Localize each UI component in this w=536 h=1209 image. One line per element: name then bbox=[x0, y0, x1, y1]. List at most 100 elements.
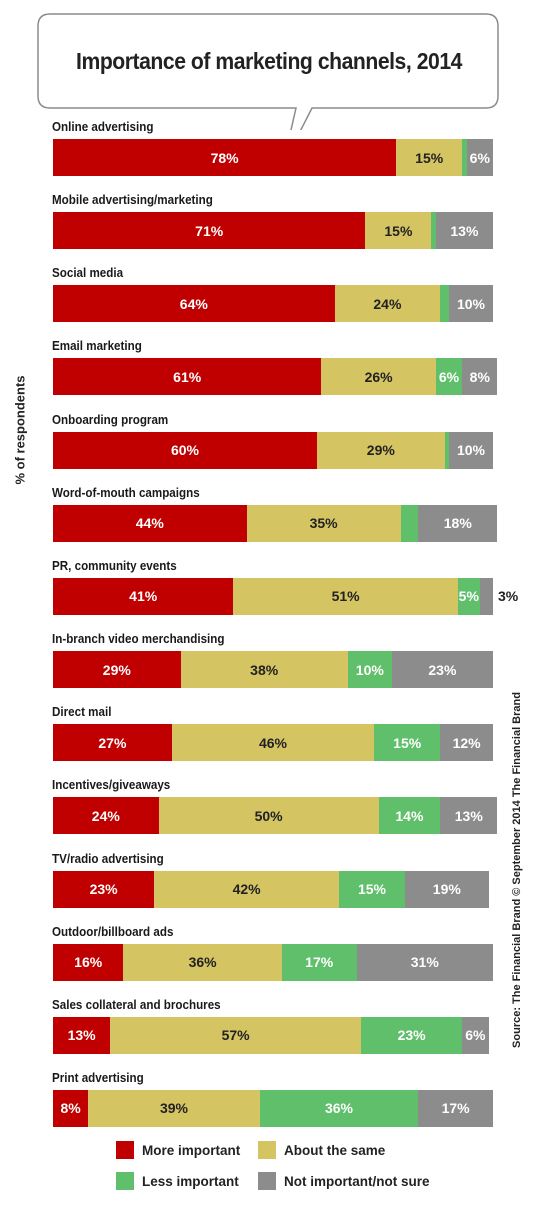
data-label: 3% bbox=[497, 588, 519, 605]
bar-segment-more: 13% bbox=[53, 1016, 111, 1054]
bar-segment-not: 17% bbox=[418, 1089, 493, 1127]
bar-segment-same: 39% bbox=[88, 1089, 260, 1127]
bar-segment-more: 78% bbox=[53, 139, 397, 176]
data-label: 38% bbox=[250, 661, 279, 678]
data-label: 13% bbox=[450, 222, 479, 239]
category-label: Online advertising bbox=[52, 120, 154, 134]
data-label: 6% bbox=[438, 368, 460, 385]
legend-swatch bbox=[116, 1172, 134, 1190]
data-label: 42% bbox=[232, 881, 261, 897]
bar-segment-not: 13% bbox=[435, 212, 493, 250]
data-label: 29% bbox=[366, 442, 395, 459]
bar-segment-same: 38% bbox=[180, 651, 348, 689]
title-callout-bubble bbox=[37, 13, 499, 130]
bar-segment-same: 24% bbox=[334, 285, 441, 323]
bar-segment-more: 16% bbox=[53, 943, 124, 981]
category-label: Print advertising bbox=[52, 1070, 144, 1085]
data-label: 35% bbox=[309, 515, 338, 532]
bar-segment-less: 36% bbox=[259, 1089, 419, 1127]
data-label: 14% bbox=[395, 807, 424, 824]
bar-segment-not: 8% bbox=[462, 358, 498, 396]
bar-segment-less: 6% bbox=[435, 358, 463, 396]
bar-segment-more: 44% bbox=[53, 504, 247, 542]
data-label: 61% bbox=[173, 368, 202, 385]
bar-segment-less bbox=[440, 285, 449, 323]
legend-swatch bbox=[258, 1172, 276, 1190]
data-label: 57% bbox=[221, 1027, 250, 1044]
data-label: 8% bbox=[60, 1100, 81, 1117]
data-label: 44% bbox=[135, 515, 164, 532]
bar-segment-more: 41% bbox=[53, 577, 234, 615]
category-label: In-branch video merchandising bbox=[52, 632, 225, 647]
bar-segment-less: 5% bbox=[457, 577, 480, 615]
data-label: 16% bbox=[74, 954, 103, 971]
bar-segment-same: 36% bbox=[123, 943, 282, 981]
bar-segment-more: 60% bbox=[53, 431, 317, 469]
data-label: 50% bbox=[254, 807, 283, 824]
legend-item: More important bbox=[116, 1141, 240, 1159]
data-label: 15% bbox=[384, 222, 413, 239]
data-label: 39% bbox=[159, 1100, 188, 1117]
title-callout-shape bbox=[37, 13, 499, 130]
bar-segment-less bbox=[462, 139, 467, 176]
bar-segment-less: 15% bbox=[374, 724, 441, 762]
category-label: Direct mail bbox=[52, 705, 112, 720]
bar-segment-more: 27% bbox=[53, 724, 172, 762]
bar-segment-less: 23% bbox=[361, 1016, 463, 1054]
bar-segment-not: 6% bbox=[466, 139, 493, 176]
bar-segment-more: 24% bbox=[53, 797, 159, 835]
bar-segment-not: 13% bbox=[440, 797, 498, 835]
bar-segment-less: 14% bbox=[378, 797, 441, 835]
bar-segment-not: 19% bbox=[405, 870, 489, 908]
bar-segment-not: 31% bbox=[356, 943, 493, 981]
legend-label: About the same bbox=[284, 1142, 386, 1158]
legend-item: Less important bbox=[116, 1172, 239, 1190]
data-label: 15% bbox=[415, 149, 444, 166]
bar-segment-same: 42% bbox=[154, 870, 339, 908]
data-label: 71% bbox=[195, 222, 224, 239]
category-label: Incentives/giveaways bbox=[52, 778, 171, 793]
bar-segment-less: 4% bbox=[400, 504, 443, 542]
bar-segment-less: 15% bbox=[339, 870, 405, 908]
bar-segment-same: 29% bbox=[317, 431, 445, 469]
data-label: 51% bbox=[331, 588, 360, 605]
bar-segment-not: 23% bbox=[391, 651, 493, 689]
chart-legend: More important About the same Less importa… bbox=[0, 1130, 536, 1209]
bar-segment-more: 8% bbox=[53, 1089, 89, 1127]
legend-label: Not important/not sure bbox=[284, 1173, 430, 1189]
category-label: Word-of-mouth campaigns bbox=[52, 485, 200, 500]
category-label: TV/radio advertising bbox=[52, 851, 164, 866]
bar-segment-not: 12% bbox=[440, 724, 493, 762]
category-label: Mobile advertising/marketing bbox=[52, 193, 213, 208]
data-label: 19% bbox=[432, 881, 461, 897]
data-label: 23% bbox=[89, 881, 118, 897]
bar-segment-same: 51% bbox=[233, 577, 458, 615]
data-label: 64% bbox=[179, 295, 208, 312]
data-label: 13% bbox=[67, 1027, 96, 1044]
data-label: 10% bbox=[355, 661, 384, 678]
bar-segment-less bbox=[431, 212, 436, 250]
stacked-bar-plot: Online advertising 78% 15% 6% Mobile adverti… bbox=[52, 120, 518, 1127]
category-label: PR, community events bbox=[52, 558, 177, 573]
data-label: 26% bbox=[364, 368, 393, 385]
bar-segment-less: 10% bbox=[347, 651, 392, 689]
bar-segment-same: 57% bbox=[110, 1016, 361, 1054]
data-label: 41% bbox=[129, 588, 158, 605]
bar-segment-same: 15% bbox=[396, 139, 463, 176]
data-label: 8% bbox=[469, 368, 490, 385]
bar-segment-less bbox=[444, 431, 449, 469]
legend-swatch bbox=[116, 1141, 134, 1159]
bar-segment-more: 71% bbox=[53, 212, 366, 250]
category-label: Email marketing bbox=[52, 339, 142, 354]
bar-segment-not: 3% bbox=[479, 577, 518, 615]
data-label: 23% bbox=[397, 1027, 426, 1044]
legend-swatch bbox=[258, 1141, 276, 1159]
bar-segment-less: 17% bbox=[281, 943, 357, 981]
data-label: 15% bbox=[393, 734, 422, 751]
bar-segment-not: 10% bbox=[449, 431, 493, 469]
data-label: 18% bbox=[443, 515, 472, 532]
category-label: Onboarding program bbox=[52, 412, 169, 427]
data-label: 60% bbox=[170, 442, 200, 459]
data-label: 24% bbox=[373, 295, 402, 312]
data-label: 15% bbox=[357, 881, 387, 897]
